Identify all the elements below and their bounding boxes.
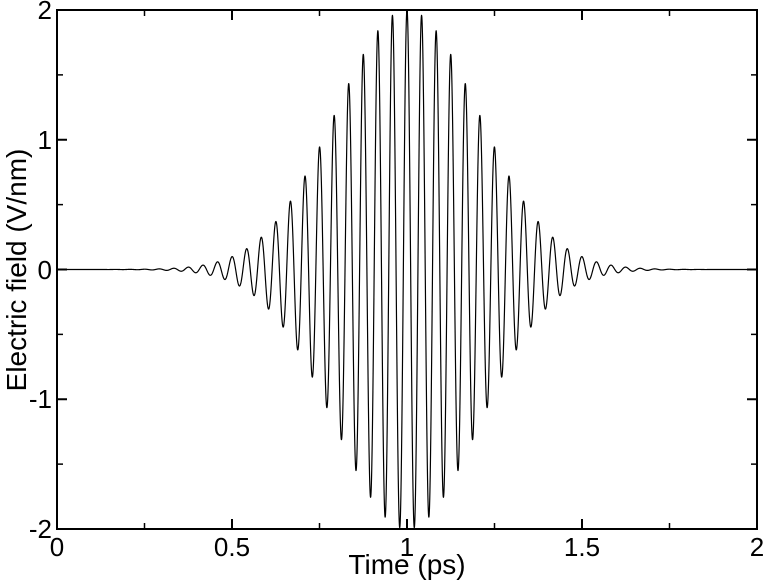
- x-tick-label: 0: [49, 532, 65, 562]
- y-tick-label: 1: [37, 124, 52, 155]
- y-tick-label: -1: [28, 384, 52, 415]
- y-tick-label: -2: [28, 514, 52, 544]
- y-axis-title: Electric field (V/nm): [1, 148, 32, 392]
- x-tick-label: 0.5: [213, 532, 251, 562]
- x-tick-label: 1.5: [563, 532, 601, 562]
- electric-field-pulse: [56, 9, 758, 529]
- x-axis-title: Time (ps): [348, 549, 466, 580]
- y-tick-label: 0: [37, 254, 52, 285]
- x-tick-label: 1: [399, 532, 415, 562]
- y-tick-label: 2: [37, 0, 52, 25]
- x-tick-label: 2: [749, 532, 764, 562]
